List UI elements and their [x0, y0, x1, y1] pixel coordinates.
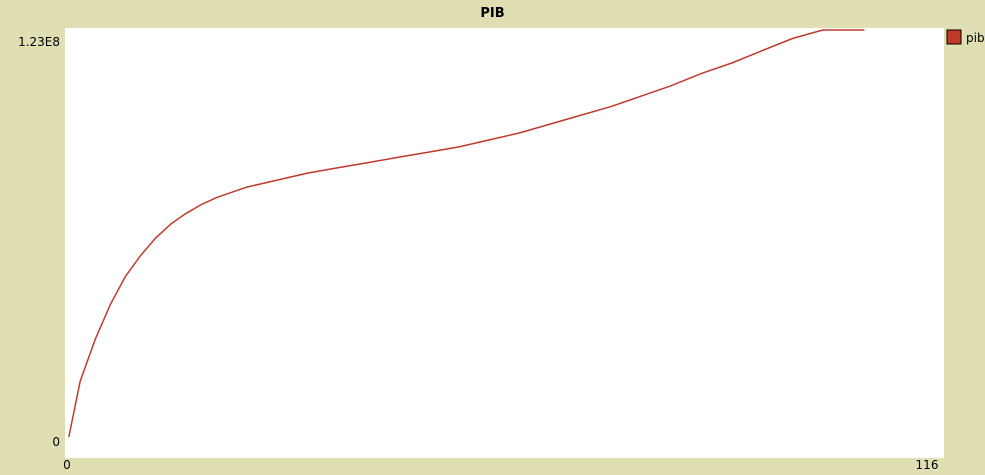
chart-title: PIB — [480, 6, 505, 21]
y-tick-label-min: 0 — [52, 435, 60, 449]
series-line-pib — [68, 29, 865, 438]
legend-label-pib: pib — [966, 31, 985, 45]
marks-layer — [68, 29, 865, 438]
ticks-layer: 1.23E8 00 116 — [18, 35, 938, 472]
x-tick-label-max: 116 — [916, 458, 939, 472]
y-tick-label-max: 1.23E8 — [18, 35, 60, 49]
legend-swatch-pib — [946, 29, 962, 45]
plot-area — [65, 28, 944, 458]
x-tick-label-min: 0 — [63, 458, 71, 472]
legend: pib — [946, 29, 985, 45]
